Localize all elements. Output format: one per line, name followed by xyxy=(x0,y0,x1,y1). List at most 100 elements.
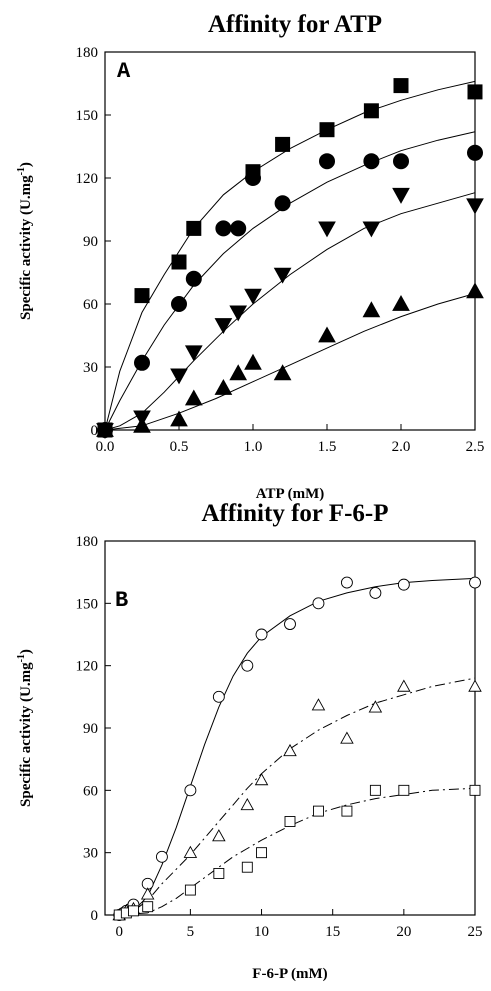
y-tick-label: 0 xyxy=(91,908,99,924)
data-point xyxy=(142,901,154,913)
x-tick-label: 0.5 xyxy=(170,439,189,455)
data-point xyxy=(96,420,114,437)
chart-title: Affinity for F-6-P xyxy=(202,500,389,527)
data-point xyxy=(241,659,254,672)
data-point xyxy=(214,378,233,395)
data-point xyxy=(140,887,155,900)
x-tick-label: 0 xyxy=(115,924,123,940)
series-3 xyxy=(113,784,481,921)
data-point xyxy=(215,220,232,237)
data-point xyxy=(171,254,187,270)
data-point xyxy=(184,389,203,406)
plot-frame xyxy=(104,51,476,431)
data-point xyxy=(155,850,168,863)
data-point xyxy=(171,296,187,312)
data-point xyxy=(362,301,381,318)
y-tick-label: 180 xyxy=(76,534,99,550)
data-point xyxy=(466,198,484,215)
data-point xyxy=(245,170,261,186)
data-point xyxy=(184,784,197,797)
fit-curve xyxy=(104,293,476,431)
y-tick-label: 60 xyxy=(83,297,98,313)
data-point xyxy=(362,221,381,238)
data-point xyxy=(467,84,483,100)
data-point xyxy=(134,354,150,371)
data-point xyxy=(214,318,233,335)
data-point xyxy=(469,576,481,589)
data-point xyxy=(467,144,483,161)
x-tick-label: 2.5 xyxy=(466,439,485,455)
data-point xyxy=(274,195,291,212)
fit-curve xyxy=(119,677,476,916)
series-1 xyxy=(97,78,483,438)
series-1 xyxy=(113,576,481,921)
x-tick-label: 1.0 xyxy=(244,439,263,455)
data-point xyxy=(212,829,226,842)
data-point xyxy=(319,122,335,138)
x-axis-label: F-6-P (mM) xyxy=(252,966,327,982)
x-tick-label: 5 xyxy=(187,924,195,940)
data-point xyxy=(184,345,203,362)
y-tick-label: 30 xyxy=(83,846,98,862)
data-point xyxy=(363,153,380,170)
data-point xyxy=(240,797,255,811)
data-point xyxy=(185,270,202,287)
x-axis-label: ATP (mM) xyxy=(256,486,324,502)
data-point xyxy=(369,784,381,796)
data-point xyxy=(312,597,325,610)
data-point xyxy=(311,698,326,711)
data-point xyxy=(134,288,150,304)
data-point xyxy=(392,187,410,204)
y-tick-label: 60 xyxy=(83,783,98,799)
data-point xyxy=(397,578,410,591)
data-point xyxy=(393,153,409,170)
data-point xyxy=(318,221,336,238)
data-point xyxy=(255,628,268,641)
x-tick-label: 0.0 xyxy=(96,439,115,455)
data-point xyxy=(341,805,353,817)
y-tick-label: 150 xyxy=(76,596,99,612)
data-point xyxy=(340,731,354,744)
data-point xyxy=(313,805,324,817)
y-axis-label-text: Specific activity (U.mg xyxy=(18,662,34,807)
data-point xyxy=(244,353,262,370)
series-2 xyxy=(97,131,483,438)
fit-curve xyxy=(119,577,476,916)
data-point xyxy=(393,78,409,94)
y-tick-label: 90 xyxy=(83,234,98,250)
data-point xyxy=(229,305,248,322)
chart-title: Affinity for ATP xyxy=(208,11,382,38)
y-tick-label: 150 xyxy=(76,108,99,124)
data-point xyxy=(256,847,267,859)
data-point xyxy=(183,845,198,858)
y-tick-label: 30 xyxy=(83,360,98,376)
data-point xyxy=(128,905,139,917)
fit-curve xyxy=(119,787,476,916)
y-axis-label-sup: -1 xyxy=(16,167,27,175)
fit-curve xyxy=(104,192,476,431)
data-point xyxy=(318,326,336,343)
data-point xyxy=(133,416,151,433)
data-point xyxy=(273,364,292,381)
data-point xyxy=(283,743,297,757)
series-3 xyxy=(96,187,484,440)
y-tick-label: 120 xyxy=(76,659,99,675)
data-point xyxy=(340,576,353,589)
data-point xyxy=(184,884,196,896)
data-point xyxy=(212,690,225,703)
x-tick-label: 2.0 xyxy=(392,439,411,455)
x-tick-label: 20 xyxy=(396,924,411,940)
data-point xyxy=(392,294,410,311)
data-point xyxy=(170,368,188,385)
y-axis-label-text: Specific activity (U.mg xyxy=(18,175,34,320)
data-point xyxy=(319,153,335,170)
data-point xyxy=(275,136,291,152)
series-4 xyxy=(96,282,484,437)
y-axis-label-close: ) xyxy=(18,162,34,167)
y-axis-label-close: ) xyxy=(18,649,34,654)
panel-a: Affinity for ATP A 0.0 0.5 1.0 1.5 2.0 2.5 0 30 60… xyxy=(16,11,484,502)
series-2 xyxy=(112,677,482,921)
data-point xyxy=(213,867,225,879)
data-point xyxy=(284,816,296,827)
